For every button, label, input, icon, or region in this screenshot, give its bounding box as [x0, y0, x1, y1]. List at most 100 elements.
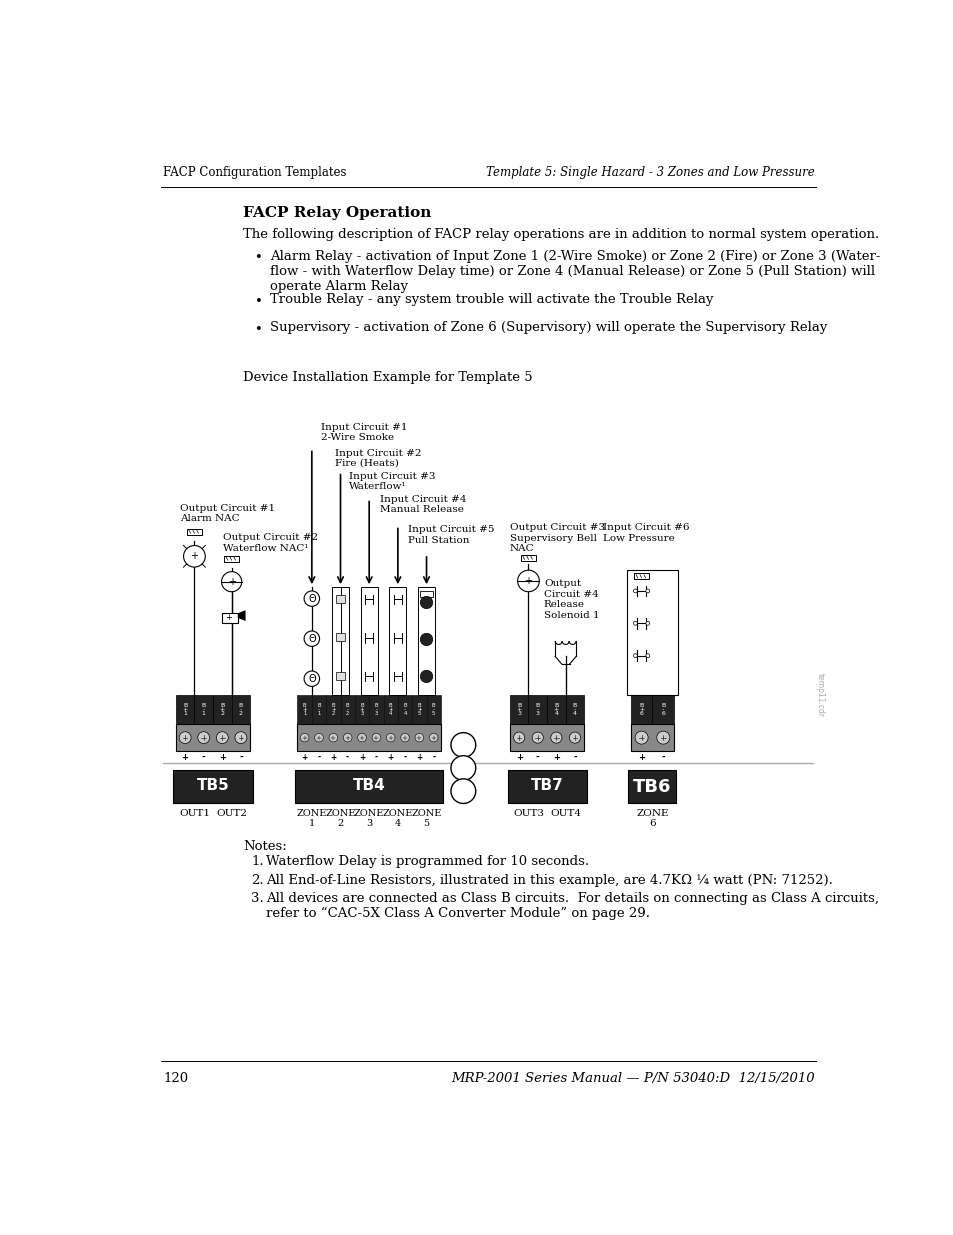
Circle shape [569, 732, 580, 743]
Circle shape [420, 597, 433, 609]
Bar [297, 695, 312, 724]
Text: B
-
4: B - 4 [572, 703, 577, 716]
Text: temp11.cdr: temp11.cdr [815, 673, 823, 718]
Text: +: + [638, 752, 644, 762]
Bar [340, 695, 355, 724]
Text: FACP Configuration Templates: FACP Configuration Templates [163, 165, 347, 179]
Text: +: + [301, 752, 308, 762]
Text: +: + [358, 752, 365, 762]
Text: B
-
3: B - 3 [375, 703, 377, 716]
Circle shape [183, 546, 205, 567]
Text: All End-of-Line Resistors, illustrated in this example, are 4.7KΩ ¼ watt (PN: 71: All End-of-Line Resistors, illustrated i… [266, 873, 833, 887]
Circle shape [234, 731, 247, 743]
Bar [294, 771, 443, 804]
Bar [546, 695, 565, 724]
Text: OUT4: OUT4 [550, 809, 580, 818]
Text: 3.: 3. [251, 892, 263, 905]
Text: +: + [553, 752, 559, 762]
Circle shape [656, 731, 669, 745]
Bar [213, 695, 232, 724]
Text: OUT3: OUT3 [513, 809, 543, 818]
Circle shape [304, 592, 319, 606]
Bar [426, 695, 440, 724]
Circle shape [197, 731, 210, 743]
Bar [332, 587, 349, 695]
Bar [335, 634, 345, 641]
Text: -: - [573, 752, 577, 762]
Bar [224, 556, 239, 562]
Text: Waterflow Delay is programmed for 10 seconds.: Waterflow Delay is programmed for 10 sec… [266, 855, 589, 868]
Bar [369, 695, 383, 724]
Circle shape [550, 732, 561, 743]
Bar [652, 695, 674, 724]
Bar [175, 695, 194, 724]
Text: B
+
1: B + 1 [182, 703, 188, 716]
Text: B
+
2: B + 2 [331, 703, 335, 716]
Bar [420, 592, 433, 597]
Bar [507, 771, 586, 804]
Bar [297, 724, 440, 751]
Text: +: + [181, 752, 189, 762]
Text: B
-
6: B - 6 [660, 703, 665, 716]
Bar [630, 724, 674, 751]
Circle shape [300, 734, 309, 742]
Text: Θ: Θ [308, 594, 315, 604]
Text: Input Circuit #3
Waterflow¹: Input Circuit #3 Waterflow¹ [349, 472, 436, 492]
Circle shape [304, 671, 319, 687]
Bar [412, 695, 426, 724]
Circle shape [386, 734, 395, 742]
Circle shape [633, 653, 637, 657]
Circle shape [532, 732, 543, 743]
Text: ZONE
4: ZONE 4 [382, 809, 413, 829]
Text: Input Circuit #6
Low Pressure: Input Circuit #6 Low Pressure [602, 524, 689, 542]
Bar [626, 571, 678, 695]
Text: ZONE
6: ZONE 6 [636, 809, 668, 829]
Circle shape [633, 589, 637, 593]
Text: TB7: TB7 [530, 778, 563, 793]
Text: TB5: TB5 [196, 778, 229, 793]
Circle shape [179, 731, 191, 743]
Text: B
+
2: B + 2 [219, 703, 225, 716]
Bar [509, 724, 583, 751]
Text: -: - [375, 752, 377, 762]
Bar [335, 595, 345, 603]
Text: •: • [254, 294, 262, 308]
Circle shape [451, 756, 476, 781]
Bar [628, 771, 676, 804]
Bar [417, 587, 435, 695]
Text: FACP Relay Operation: FACP Relay Operation [243, 206, 431, 220]
Text: B
+
4: B + 4 [388, 703, 393, 716]
Bar [633, 573, 649, 579]
Text: Device Installation Example for Template 5: Device Installation Example for Template… [243, 372, 533, 384]
Text: ZONE
2: ZONE 2 [325, 809, 355, 829]
Text: Θ: Θ [308, 674, 315, 684]
Text: +: + [416, 752, 422, 762]
Text: •: • [254, 324, 262, 336]
Text: B
-
1: B - 1 [201, 703, 206, 716]
Bar [175, 724, 250, 751]
Text: Output Circuit #2
Waterflow NAC¹: Output Circuit #2 Waterflow NAC¹ [223, 534, 318, 552]
Bar [528, 695, 546, 724]
Text: Supervisory - activation of Zone 6 (Supervisory) will operate the Supervisory Re: Supervisory - activation of Zone 6 (Supe… [270, 321, 827, 335]
Text: Input Circuit #4
Manual Release: Input Circuit #4 Manual Release [380, 495, 466, 514]
Text: The following description of FACP relay operations are in addition to normal sys: The following description of FACP relay … [243, 227, 879, 241]
Text: TB6: TB6 [633, 778, 671, 797]
Bar [187, 529, 202, 535]
Text: +: + [191, 551, 198, 561]
Text: Input Circuit #2
Fire (Heats): Input Circuit #2 Fire (Heats) [335, 448, 421, 468]
Text: Input Circuit #5
Pull Station: Input Circuit #5 Pull Station [408, 526, 495, 545]
Bar [630, 695, 652, 724]
Circle shape [633, 621, 637, 625]
Text: B
+
5: B + 5 [416, 703, 421, 716]
Text: Output Circuit #3
Supervisory Bell
NAC: Output Circuit #3 Supervisory Bell NAC [509, 524, 604, 553]
Text: ZONE
5: ZONE 5 [411, 809, 441, 829]
Circle shape [415, 734, 423, 742]
Circle shape [314, 734, 323, 742]
Circle shape [329, 734, 337, 742]
Circle shape [645, 653, 649, 657]
Text: MRP-2001 Series Manual — P/N 53040:D  12/15/2010: MRP-2001 Series Manual — P/N 53040:D 12/… [451, 1072, 814, 1086]
Text: B
-
3: B - 3 [535, 703, 539, 716]
Circle shape [451, 732, 476, 757]
Circle shape [420, 634, 433, 646]
Circle shape [357, 734, 366, 742]
